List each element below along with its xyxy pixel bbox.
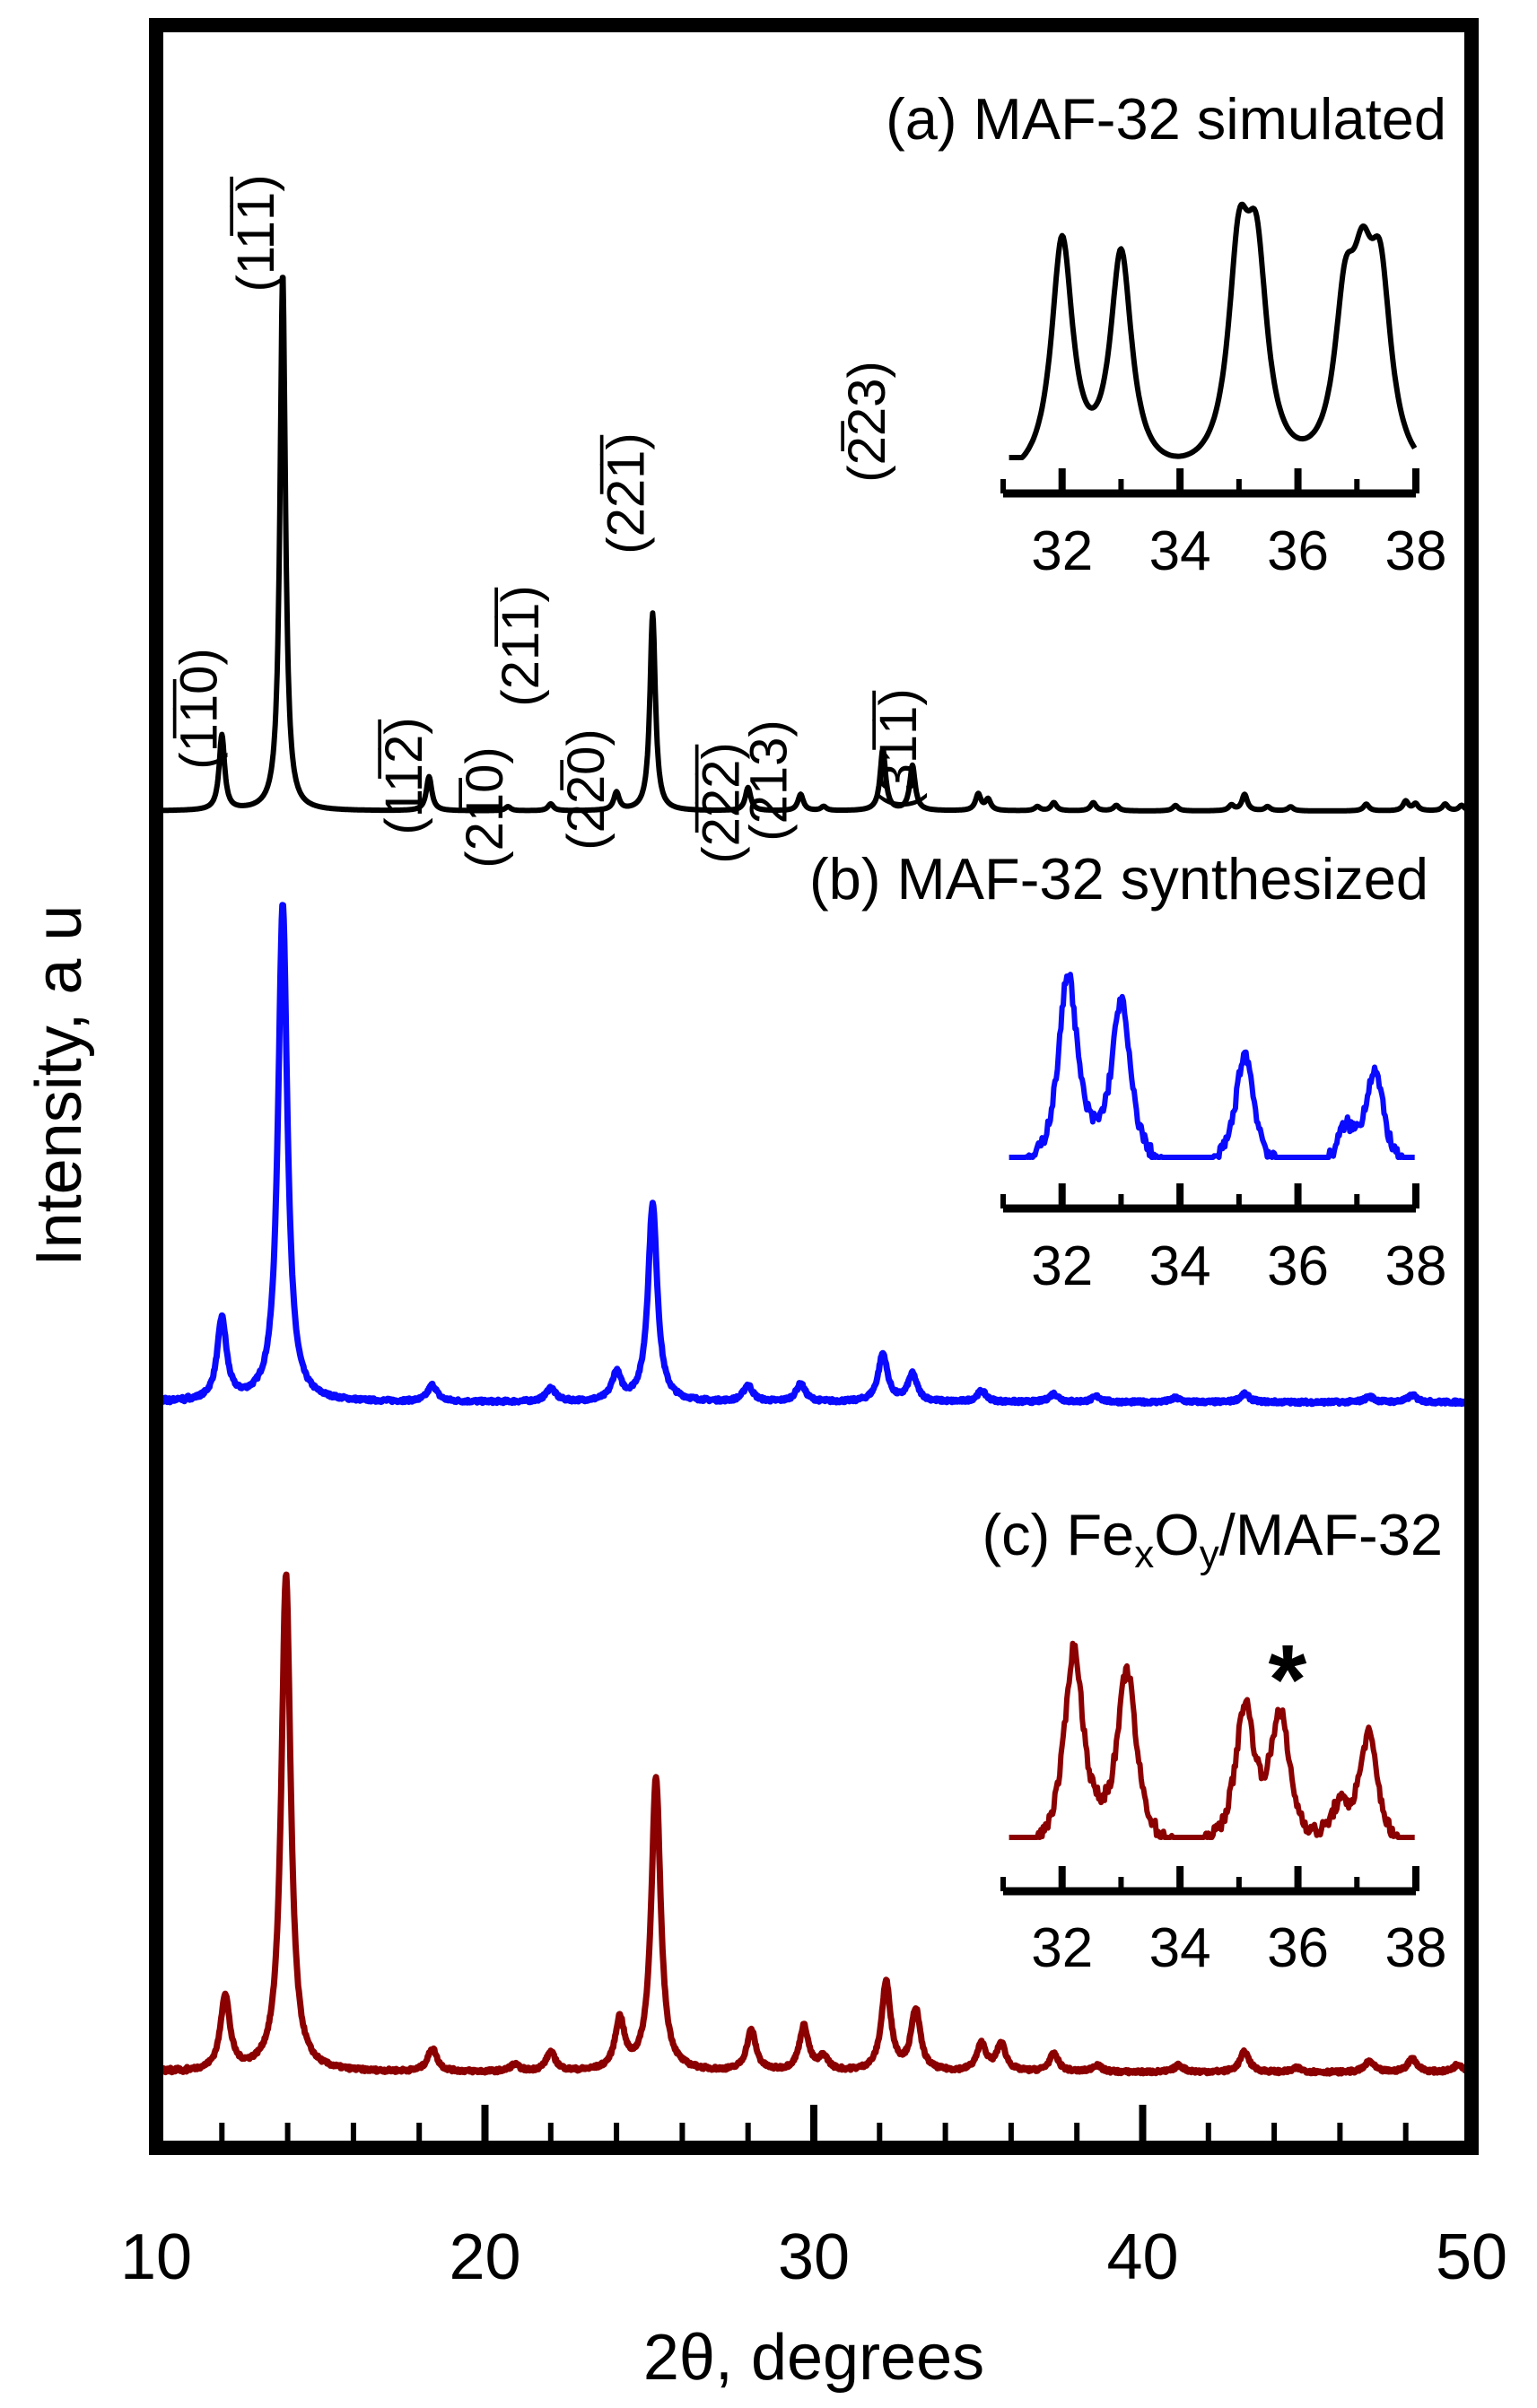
reflection-label: (22̅0)	[557, 729, 616, 850]
reflection-labels: (1̅1̅0) (11̅1̅) (11̅2̅) (21̅0) (21̅1̅)(22̅0)…	[170, 174, 928, 868]
x-tick-label: 20	[449, 2221, 520, 2293]
x-tick-label: 30	[778, 2221, 850, 2293]
label-series-a: (a) MAF-32 simulated	[886, 86, 1446, 152]
inset-line	[1007, 201, 1418, 460]
trace-b-synthesized	[153, 902, 1474, 1408]
reflection-label: (11̅1̅)	[227, 174, 285, 292]
inset-tick-label: 38	[1385, 520, 1447, 582]
plot-frame	[149, 18, 1479, 2155]
x-tick-label: 50	[1436, 2221, 1507, 2293]
inset-tick-label: 36	[1267, 1235, 1329, 1297]
reflection-label: (1̅1̅0)	[170, 648, 228, 769]
reflection-label: (2̅23)	[838, 361, 896, 482]
inset-a: 32 34 36 38	[1000, 201, 1447, 582]
inset-tick-label: 34	[1149, 1917, 1211, 1979]
label-series-b: (b) MAF-32 synthesized	[809, 846, 1428, 912]
inset-line	[1007, 972, 1417, 1160]
inset-tick-label: 32	[1031, 1235, 1093, 1297]
y-axis-label: Intensity, a u	[23, 905, 95, 1267]
reflection-label: (22̅1̅)	[597, 432, 655, 554]
reflection-label: (21̅1̅)	[492, 585, 550, 706]
inset-b: 32 34 36 38	[1000, 972, 1447, 1297]
inset-tick-label: 36	[1267, 520, 1329, 582]
series-line-2	[153, 902, 1474, 1408]
trace-c-fexoy	[153, 1571, 1473, 2077]
x-tick-label: 40	[1106, 2221, 1178, 2293]
inset-asterisk-marker: *	[1268, 1625, 1306, 1735]
reflection-label: (213)	[739, 720, 798, 841]
reflection-label: (21̅0)	[456, 746, 514, 868]
x-tick-label: 10	[120, 2221, 192, 2293]
label-series-c: (c) FexOy/MAF-32	[982, 1502, 1444, 1576]
inset-tick-label: 32	[1031, 520, 1093, 582]
inset-tick-label: 34	[1149, 1235, 1211, 1297]
reflection-label: (31̅1̅)	[869, 688, 928, 809]
series-line-1	[153, 275, 1473, 814]
inset-tick-label: 34	[1149, 520, 1211, 582]
inset-tick-label: 38	[1385, 1235, 1447, 1297]
reflection-label: (2̅2̅2̅)	[693, 742, 751, 863]
x-axis: 10 20 30 40 50	[120, 2105, 1507, 2293]
inset-tick-label: 36	[1267, 1917, 1329, 1979]
inset-c: 32 34 36 38 *	[1000, 1625, 1447, 1979]
reflection-label: (11̅2̅)	[375, 717, 433, 834]
series-line-3	[153, 1571, 1473, 2077]
inset-tick-label: 38	[1385, 1917, 1447, 1979]
trace-a-simulated	[153, 275, 1473, 814]
inset-tick-label: 32	[1031, 1917, 1093, 1979]
inset-line	[1007, 1640, 1417, 1840]
x-axis-label: 2θ, degrees	[643, 2322, 984, 2394]
